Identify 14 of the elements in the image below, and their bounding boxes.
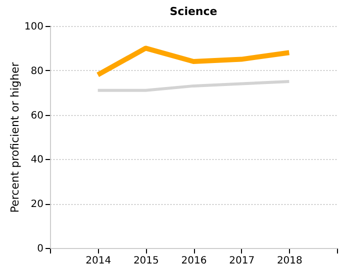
x-tick-label: 2016 [181, 256, 207, 266]
y-tick-label: 40 [30, 154, 44, 166]
x-tick-label: 2015 [133, 256, 159, 266]
y-tick-label: 100 [24, 22, 44, 32]
y-tick-label: 0 [37, 244, 44, 254]
chart-title: Science [170, 5, 218, 18]
x-tick-label: 2014 [86, 256, 112, 266]
y-tick-label: 60 [30, 110, 44, 122]
y-tick-label: 20 [30, 199, 44, 210]
y-tick-label: 80 [30, 66, 44, 77]
x-tick-label: 2017 [229, 256, 255, 266]
line-series [96, 80, 291, 92]
y-axis-title: Percent proficient or higher [8, 62, 22, 213]
x-tick-label: 2018 [276, 256, 302, 266]
